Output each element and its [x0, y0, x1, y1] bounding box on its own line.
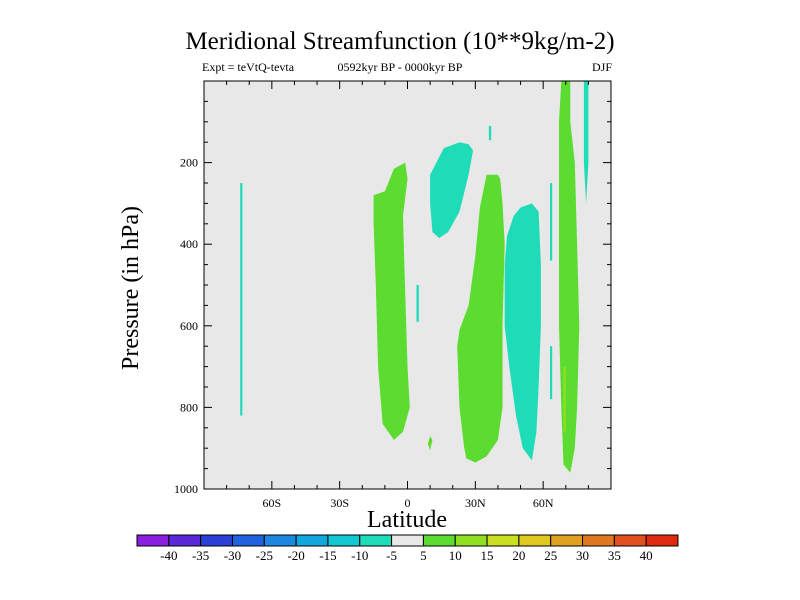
contour-region-5 [563, 366, 566, 432]
x-tick-label: 60S [262, 496, 281, 510]
contour-region-8 [583, 81, 589, 204]
colorbar-swatch [518, 534, 552, 547]
contour-region-1 [373, 162, 410, 440]
y-tick-label: 1000 [174, 482, 198, 496]
colorbar-swatch [263, 534, 297, 547]
contour-region-10 [550, 183, 553, 261]
y-tick-label: 200 [180, 156, 198, 170]
y-axis-label: Pressure (in hPa) [118, 206, 144, 370]
colorbar-label: 25 [544, 548, 557, 563]
colorbar-label: -25 [256, 548, 273, 563]
colorbar-swatch [168, 534, 202, 547]
time-range-label: 0592kyr BP - 0000kyr BP [337, 60, 463, 74]
contour-region-11 [416, 285, 419, 322]
x-tick-label: 30N [465, 496, 486, 510]
colorbar-swatch [486, 534, 520, 547]
colorbar-swatch [550, 534, 584, 547]
x-tick-label: 60N [533, 496, 554, 510]
colorbar-swatch [231, 534, 265, 547]
x-tick-label: 30S [330, 496, 349, 510]
colorbar-label: -10 [351, 548, 368, 563]
y-tick-label: 400 [180, 237, 198, 251]
experiment-label: Expt = teVtQ-tevta [202, 60, 295, 74]
season-label: DJF [591, 60, 612, 74]
y-tick-label: 800 [180, 400, 198, 414]
colorbar-label: -35 [192, 548, 209, 563]
contour-region-4 [427, 436, 433, 451]
x-tick-label: 0 [405, 496, 411, 510]
colorbar-swatch [295, 534, 329, 547]
colorbar-swatch [359, 534, 393, 547]
colorbar-label: 40 [640, 548, 653, 563]
colorbar-label: -5 [386, 548, 397, 563]
contour-region-7 [504, 203, 541, 461]
colorbar-label: 10 [449, 548, 462, 563]
contour-region-13 [550, 346, 553, 400]
colorbar-swatch [613, 534, 647, 547]
colorbar-swatch [454, 534, 488, 547]
colorbar-label: -30 [224, 548, 241, 563]
colorbar-label: 20 [512, 548, 525, 563]
colorbar-swatch [391, 534, 424, 547]
axes: 60S 30S 0 30N 60N 200 400 600 800 1000 [174, 81, 612, 510]
colorbar-swatch [422, 534, 456, 547]
colorbar-label: 15 [481, 548, 494, 563]
chart-title: Meridional Streamfunction (10**9kg/m-2) [185, 28, 615, 55]
x-axis-label: Latitude [367, 507, 447, 533]
colorbar-swatch [582, 534, 615, 547]
colorbar: -40 -35 -30 -25 -20 -15 -10 -5 5 10 15 20 25 30 35 40 [136, 534, 679, 563]
colorbar-swatch [200, 534, 233, 547]
colorbar-label: -40 [160, 548, 177, 563]
colorbar-swatch [327, 534, 361, 547]
colorbar-swatch [136, 534, 170, 547]
contour-region-12 [488, 125, 492, 141]
contour-region-9 [240, 183, 243, 416]
colorbar-label: 5 [420, 548, 427, 563]
colorbar-label: 35 [608, 548, 621, 563]
colorbar-label: -15 [319, 548, 336, 563]
colorbar-swatch [645, 534, 679, 547]
contour-region-2 [457, 174, 505, 463]
plot-background [204, 81, 611, 489]
colorbar-label: -20 [287, 548, 304, 563]
colorbar-label: 30 [576, 548, 589, 563]
contour-region-6 [430, 142, 474, 239]
contour-regions [240, 81, 589, 473]
y-tick-label: 600 [180, 319, 198, 333]
